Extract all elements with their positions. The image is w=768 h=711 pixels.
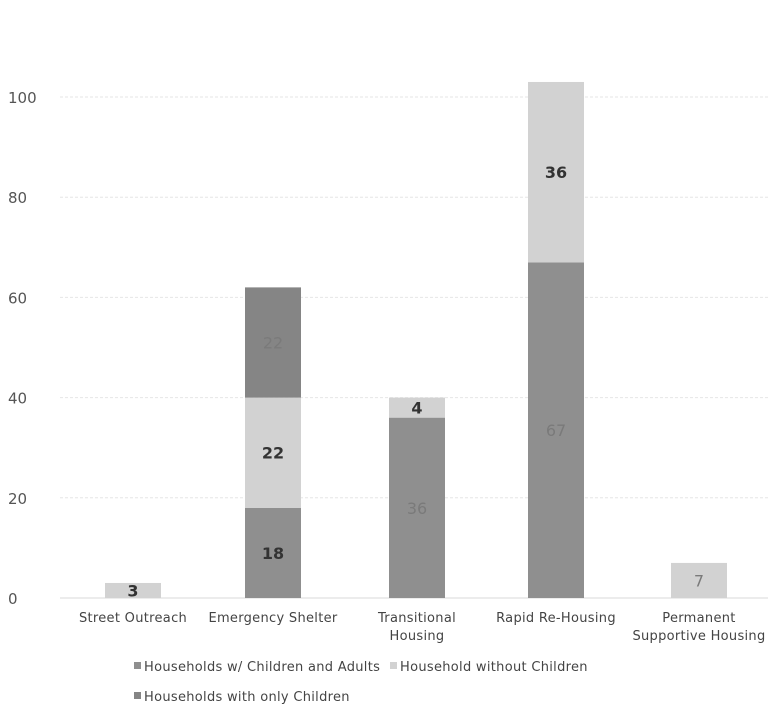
- data-label: 18: [262, 544, 284, 563]
- x-axis-categories: Street Outreach Emergency Shelter Transiti…: [79, 611, 765, 644]
- category-label-line: Permanent: [662, 611, 735, 626]
- legend: Households w/ Children and Adults Househo…: [134, 660, 588, 705]
- bar-segment: [528, 262, 584, 598]
- y-tick-label: 80: [8, 189, 27, 207]
- legend-swatch: [390, 662, 397, 669]
- category-label-line: Emergency Shelter: [208, 611, 337, 626]
- category-label: Permanent Supportive Housing: [632, 611, 765, 644]
- data-label: 36: [407, 499, 427, 518]
- category-label: Street Outreach: [79, 611, 187, 626]
- category-label: Transitional Housing: [377, 611, 456, 644]
- data-label: 7: [694, 571, 704, 590]
- bar-segment: [389, 417, 445, 598]
- y-tick-label: 60: [8, 289, 27, 307]
- data-label: 22: [263, 333, 283, 352]
- data-labels: 3 18 22 22 36 4 67 36 7: [127, 163, 704, 600]
- legend-swatch: [134, 662, 141, 669]
- category-label: Emergency Shelter: [208, 611, 337, 626]
- category-label: Rapid Re-Housing: [496, 611, 616, 626]
- legend-swatch: [134, 692, 141, 699]
- bar-segment: [245, 397, 301, 508]
- legend-label: Households with only Children: [144, 690, 350, 705]
- data-label: 36: [545, 163, 567, 182]
- bars: [105, 81, 727, 598]
- y-tick-label: 0: [8, 590, 18, 608]
- category-label-line: Supportive Housing: [632, 629, 765, 644]
- bar-segment: [528, 81, 584, 263]
- y-axis-ticks: 0 20 40 60 80 100: [8, 89, 37, 608]
- bar-segment: [389, 397, 445, 418]
- bar-segment: [245, 507, 301, 598]
- legend-label: Households w/ Children and Adults: [144, 660, 380, 675]
- legend-label: Household without Children: [400, 660, 588, 675]
- bar-segment: [671, 562, 727, 598]
- data-label: 22: [262, 444, 284, 463]
- category-label-line: Street Outreach: [79, 611, 187, 626]
- category-label-line: Housing: [390, 629, 445, 644]
- data-label: 3: [127, 581, 138, 600]
- category-label-line: Rapid Re-Housing: [496, 611, 616, 626]
- y-tick-label: 20: [8, 490, 27, 508]
- data-label: 4: [411, 399, 422, 418]
- y-tick-label: 40: [8, 390, 27, 408]
- category-label-line: Transitional: [377, 611, 456, 626]
- data-label: 67: [546, 421, 566, 440]
- y-tick-label: 100: [8, 89, 37, 107]
- bar-segment: [245, 287, 301, 398]
- bar-segment: [105, 582, 161, 598]
